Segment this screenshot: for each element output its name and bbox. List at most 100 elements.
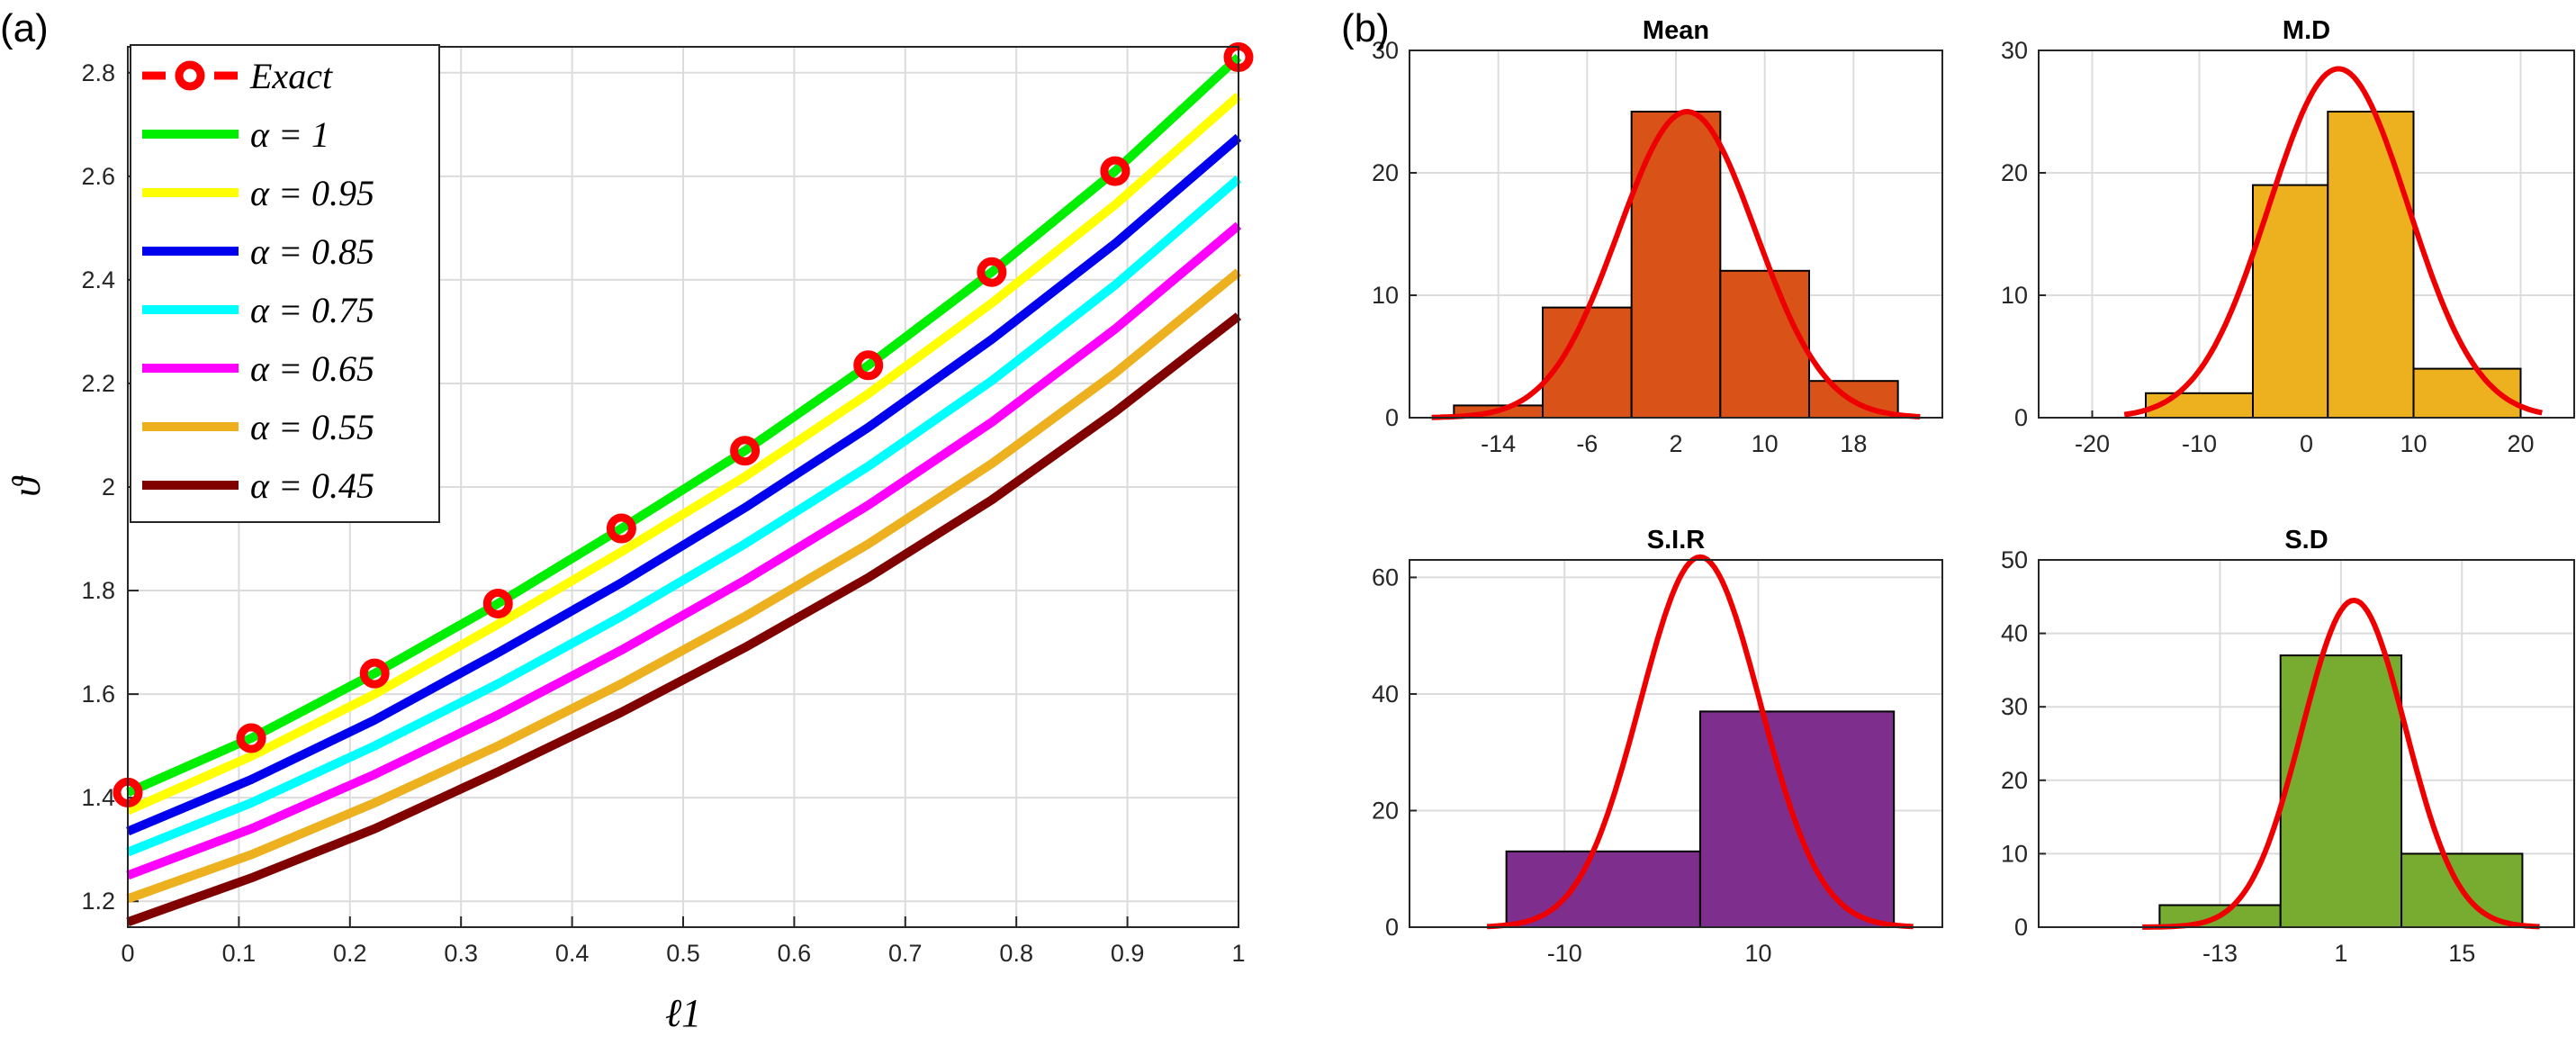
x-tick-label: 0.7 <box>888 940 923 967</box>
normal-fit-curve <box>2123 66 2543 418</box>
x-tick-label: 1 <box>2334 940 2347 967</box>
exact-marker <box>1100 156 1130 186</box>
y-tick-label: 60 <box>1372 564 1399 591</box>
y-tick-label: 30 <box>2001 693 2028 720</box>
x-tick-label: -20 <box>2075 430 2110 457</box>
x-tick-label: 0.2 <box>333 940 367 967</box>
exact-marker <box>730 436 761 466</box>
y-tick-label: 20 <box>1372 159 1399 186</box>
normal-fit-curve <box>1431 109 1921 420</box>
x-tick-label: -13 <box>2202 940 2238 967</box>
y-axis-label: ϑ <box>5 475 49 497</box>
legend-label: α = 0.75 <box>250 290 374 330</box>
x-tick-label: 10 <box>2400 430 2427 457</box>
histogram-title: S.D <box>2284 526 2328 555</box>
y-tick-label: 0 <box>2014 914 2028 941</box>
x-tick-label: 1 <box>1231 940 1245 967</box>
x-tick-label: 10 <box>1752 430 1779 457</box>
panel-a-label: (a) <box>0 6 49 50</box>
x-tick-label: 10 <box>1744 940 1771 967</box>
exact-marker <box>853 350 884 381</box>
legend-label: Exact <box>249 56 333 96</box>
y-tick-label: 30 <box>2001 37 2028 64</box>
y-tick-label: 50 <box>2001 546 2028 573</box>
series-line-1 <box>125 53 1242 797</box>
x-tick-label: 0.9 <box>1111 940 1145 967</box>
histogram-title: S.I.R <box>1647 526 1706 555</box>
y-tick-label: 2.4 <box>81 266 115 293</box>
plot-frame <box>127 46 1239 928</box>
y-tick-label: 0 <box>1385 404 1399 431</box>
x-tick-label: 0.8 <box>999 940 1033 967</box>
y-tick-label: 1.6 <box>81 681 115 708</box>
y-tick-label: 20 <box>1372 797 1399 824</box>
x-tick-label: -14 <box>1481 430 1516 457</box>
line-chart: 0 0.1 0.2 0.3 0.4 0.5 0.6 0.7 0.8 0.9 1 1.2 1.4 1.6 1.… <box>5 42 1254 1035</box>
x-tick-label: 0.1 <box>222 940 257 967</box>
legend-label: α = 0.95 <box>250 173 374 213</box>
legend-label: α = 0.55 <box>250 407 374 447</box>
histogram-title: Mean <box>1643 16 1709 45</box>
x-tick-label: 0.6 <box>778 940 812 967</box>
x-tick-label: 0 <box>2300 430 2313 457</box>
plot-frame <box>2038 50 2575 419</box>
y-tick-label: 40 <box>1372 681 1399 708</box>
y-tick-label: 2.8 <box>81 59 115 86</box>
x-tick-label: -10 <box>1547 940 1582 967</box>
x-tick-label: 0.3 <box>444 940 478 967</box>
y-tick-label: 0 <box>2014 404 2028 431</box>
y-tick-label: 30 <box>1372 37 1399 64</box>
x-tick-label: 2 <box>1669 430 1682 457</box>
exact-marker <box>606 513 636 544</box>
x-tick-label: 20 <box>2507 430 2534 457</box>
histogram-md: -20 -10 0 10 20 0 10 20 30 M.D <box>2001 16 2575 457</box>
histogram-sir: -10 10 0 20 40 60 S.I.R <box>1372 526 1943 967</box>
y-tick-label: 10 <box>1372 282 1399 309</box>
x-tick-label: 0.4 <box>555 940 590 967</box>
legend-box <box>130 44 440 523</box>
histogram-mean: -14 -6 2 10 18 0 10 20 30 Mean <box>1372 16 1943 457</box>
histogram-bar <box>2327 111 2415 419</box>
y-tick-label: 1.2 <box>81 888 115 915</box>
exact-marker <box>977 257 1007 287</box>
series-line-4 <box>126 175 1242 857</box>
plot-frame <box>2038 559 2575 928</box>
series-line-7 <box>126 312 1242 926</box>
y-tick-label: 10 <box>2001 282 2028 309</box>
y-tick-label: 20 <box>2001 159 2028 186</box>
histogram-bar <box>1542 306 1633 419</box>
series-line-2 <box>125 92 1242 816</box>
x-axis-label: ℓ1 <box>665 991 701 1035</box>
histogram-bar <box>1808 380 1899 419</box>
y-tick-label: 2.2 <box>81 370 115 397</box>
x-tick-label: 15 <box>2448 940 2475 967</box>
x-tick-label: 18 <box>1840 430 1867 457</box>
x-tick-label: -6 <box>1576 430 1598 457</box>
legend-label: α = 0.85 <box>250 231 374 272</box>
y-tick-label: 1.8 <box>81 577 115 604</box>
histogram-bar <box>2279 654 2403 929</box>
y-tick-label: 0 <box>1385 914 1399 941</box>
normal-fit-curve <box>1487 554 1914 930</box>
histogram-title: M.D <box>2283 16 2330 45</box>
legend-label: α = 0.65 <box>250 348 374 389</box>
exact-marker <box>359 658 390 689</box>
normal-fit-curve <box>2142 597 2540 930</box>
y-tick-label: 40 <box>2001 620 2028 647</box>
y-tick-label: 20 <box>2001 767 2028 794</box>
x-tick-label: 0 <box>121 940 134 967</box>
series-line-3 <box>126 133 1242 836</box>
legend-marker-exact <box>175 60 205 91</box>
legend-label: α = 1 <box>250 114 329 155</box>
exact-marker <box>236 723 266 753</box>
panel-b-label: (b) <box>1341 6 1390 50</box>
plot-frame <box>1409 50 1943 419</box>
y-tick-label: 2 <box>102 473 115 500</box>
y-tick-label: 1.4 <box>81 784 115 811</box>
series-line-6 <box>126 268 1242 904</box>
histogram-sd: -13 1 15 0 10 20 30 40 50 S.D <box>2001 526 2575 967</box>
plot-frame <box>1409 559 1943 928</box>
y-tick-label: 10 <box>2001 840 2028 867</box>
histogram-bar <box>2412 367 2522 419</box>
